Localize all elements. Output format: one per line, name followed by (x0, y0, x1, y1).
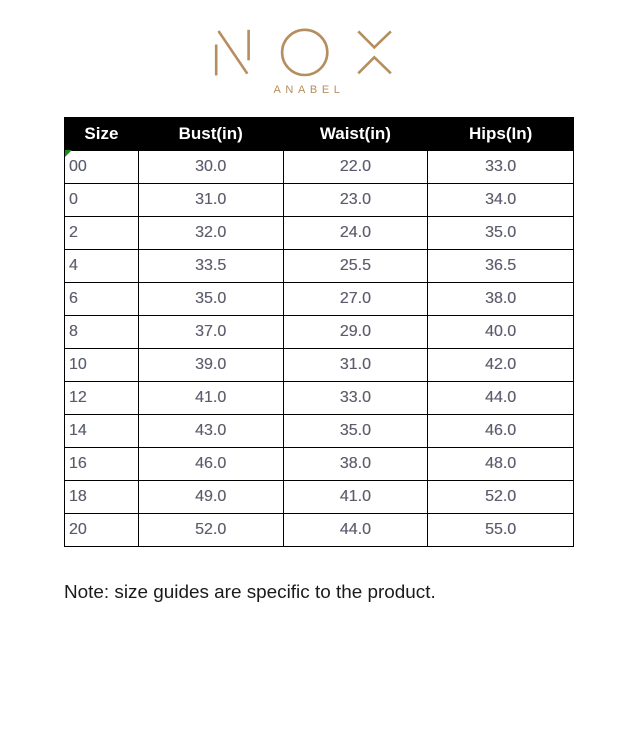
svg-text:ANABEL: ANABEL (273, 84, 344, 96)
